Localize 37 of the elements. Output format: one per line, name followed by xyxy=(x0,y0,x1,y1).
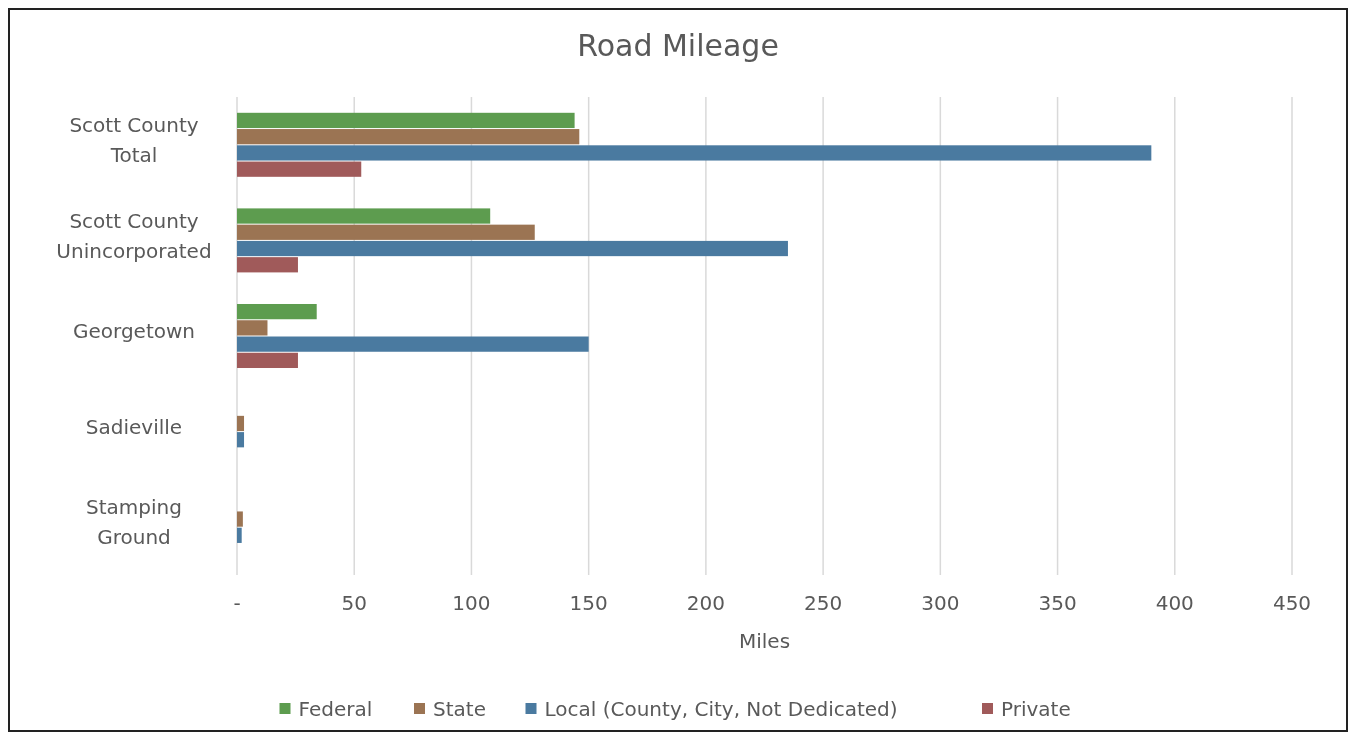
bar xyxy=(237,352,298,368)
x-tick-label: 200 xyxy=(686,591,725,615)
legend-label: State xyxy=(433,697,486,721)
chart-title: Road Mileage xyxy=(577,28,779,63)
bar xyxy=(237,336,589,352)
bar xyxy=(237,145,1152,161)
x-tick-label: 250 xyxy=(804,591,843,615)
x-tick-label: 450 xyxy=(1272,591,1312,615)
x-tick-label: 350 xyxy=(1038,591,1077,615)
y-tick-label: Stamping Ground xyxy=(86,495,182,550)
bar xyxy=(237,432,245,448)
x-tick-label: 100 xyxy=(452,591,491,615)
x-tick-label: 150 xyxy=(569,591,608,615)
legend-label: Private xyxy=(1001,697,1071,721)
bar xyxy=(237,320,268,336)
bar xyxy=(237,112,575,129)
bar xyxy=(237,511,243,527)
legend-label: Local (County, City, Not Dedicated) xyxy=(544,697,898,721)
y-tick-label: Georgetown xyxy=(72,319,196,344)
bar xyxy=(237,527,242,543)
x-axis-title: Miles xyxy=(738,629,791,653)
bar xyxy=(237,161,362,177)
bar xyxy=(237,415,245,432)
x-tick-label: 300 xyxy=(921,591,960,615)
x-tick-label: 400 xyxy=(1155,591,1194,615)
bar xyxy=(237,129,580,145)
bar xyxy=(237,208,491,224)
bar xyxy=(237,304,317,320)
x-tick-label: 50 xyxy=(341,591,367,615)
bar xyxy=(237,257,298,273)
y-tick-label: Scott County Total xyxy=(69,113,199,168)
bar xyxy=(237,224,535,240)
x-tick-label: - xyxy=(233,591,241,615)
bar xyxy=(237,240,788,257)
y-tick-label: Sadieville xyxy=(85,414,183,439)
legend-label: Federal xyxy=(298,697,373,721)
y-tick-label: Scott County Unincorporated xyxy=(56,208,212,263)
